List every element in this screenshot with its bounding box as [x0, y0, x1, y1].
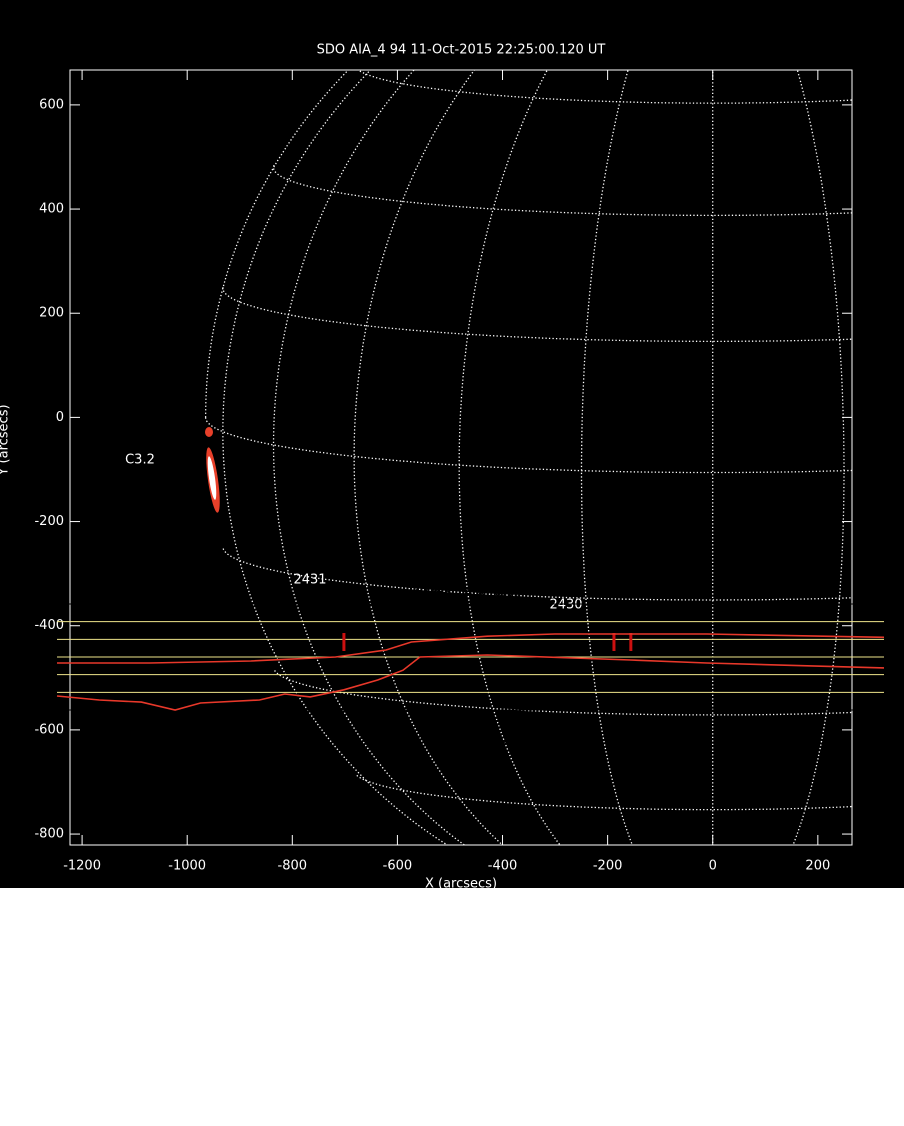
x-tick-label: 22:45	[747, 717, 784, 732]
x-tick-label: 22:30	[621, 717, 658, 732]
x-tick-label: 21:45	[241, 717, 278, 732]
y-tick-label: -800	[34, 827, 64, 842]
goes-title: GOES 14 X-Rays:	[415, 586, 525, 601]
y-tick-label: -400	[34, 618, 64, 633]
page: {"chart_data": [ {"type": "map", "title"…	[0, 0, 904, 1126]
class-label: A	[26, 685, 35, 700]
y-tick-label: 600	[39, 97, 64, 112]
y-tick-label: 1E-9	[25, 703, 54, 718]
y-tick-label: -200	[34, 514, 64, 529]
x-tick-label: 22:15	[494, 717, 531, 732]
x-tick-label: 0	[709, 859, 717, 874]
x-tick-label: -400	[488, 859, 518, 874]
grid-line	[594, 906, 832, 914]
x-tick-label: -800	[278, 859, 308, 874]
region-label: 2430	[549, 598, 582, 613]
class-label: C	[25, 650, 34, 665]
x-tick-label: -1200	[63, 859, 101, 874]
y-tick-label: 0	[56, 410, 64, 425]
region-label: 2431	[293, 573, 326, 588]
class-label: B	[26, 667, 35, 682]
x-tick-label: 200	[805, 859, 830, 874]
flare-label: C3.2	[125, 453, 155, 468]
x-tick-label: -1000	[168, 859, 206, 874]
chart: SDO AIA_4 94 11-Oct-2015 22:25:00.120 UT…	[0, 0, 904, 1126]
y-axis-label: Y (arcsecs)	[0, 404, 12, 476]
x-tick-label: -200	[593, 859, 623, 874]
x-tick-label: -600	[383, 859, 413, 874]
y-tick-label: 1E-3	[25, 597, 54, 612]
class-label: X	[26, 614, 35, 629]
x-axis-label: X (arcsecs)	[425, 877, 497, 892]
class-label: M	[24, 632, 35, 647]
y-tick-label: 200	[39, 306, 64, 321]
y-tick-label: -600	[34, 722, 64, 737]
map-title: SDO AIA_4 94 11-Oct-2015 22:25:00.120 UT	[317, 43, 606, 58]
x-tick-label: 22:00	[367, 717, 404, 732]
goes-x-label: Start Time (11-Oct-15 21:23:00)	[365, 733, 575, 748]
y-tick-label: 400	[39, 202, 64, 217]
x-tick-label: 21:30	[114, 717, 151, 732]
image-background	[0, 0, 904, 888]
